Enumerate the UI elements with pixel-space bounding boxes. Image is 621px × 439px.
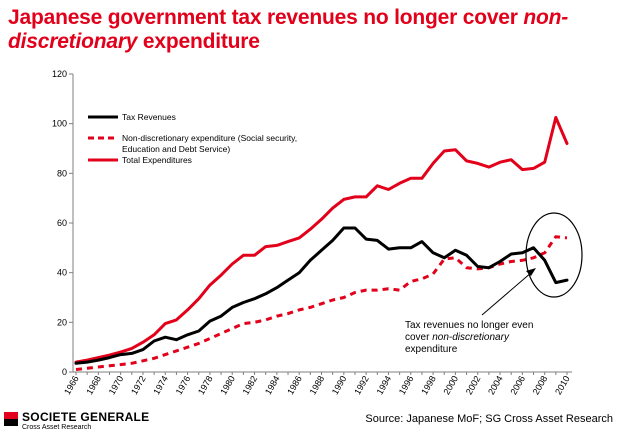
highlight-ellipse [525,212,583,298]
legend-label-2: Total Expenditures [122,155,192,165]
chart-annotation: Tax revenues no longer even cover non-di… [405,320,585,356]
brand-name: SOCIETE GENERALE [22,410,150,424]
x-tick-label: 1972 [129,374,148,396]
x-tick-label: 1968 [84,374,103,396]
x-tick-label: 1996 [397,374,416,396]
x-tick-label: 2008 [531,374,550,396]
x-tick-label: 1970 [107,374,126,396]
chart-legend: Tax Revenues Non-discretionary expenditur… [88,112,297,165]
x-tick-label: 1982 [241,374,260,396]
series-line-2 [74,116,569,364]
annotation-arrow-head-icon [526,268,536,276]
series-line-1 [75,235,568,371]
title-text-italic: non-discretionary [8,6,569,53]
source-note: Source: Japanese MoF; SG Cross Asset Res… [365,413,613,425]
y-tick-label: 120 [52,69,67,79]
x-tick-label: 1980 [218,374,237,396]
title-text-part2: expenditure [137,30,260,53]
x-tick-label: 1976 [174,374,193,396]
x-tick-label: 2010 [553,374,572,396]
title-text-part1: Japanese government tax revenues no long… [8,6,524,29]
x-tick-label: 1984 [263,374,282,396]
x-tick-label: 1966 [62,374,81,396]
annotation-arrow-line [481,271,533,316]
legend-label-0: Tax Revenues [122,112,176,122]
y-tick-label: 80 [57,168,67,178]
x-tick-label: 1986 [285,374,304,396]
x-tick-label: 1998 [419,374,438,396]
chart-series [74,116,569,371]
chart-annotation-overlay [481,212,583,316]
annotation-line-3: expenditure [405,344,458,355]
x-tick-label: 2002 [464,374,483,396]
x-tick-label: 1974 [151,374,170,396]
y-tick-label: 100 [52,119,67,129]
x-tick-label: 2006 [508,374,527,396]
y-tick-label: 40 [57,268,67,278]
y-tick-label: 20 [57,317,67,327]
x-tick-label: 1994 [375,374,394,396]
annotation-line-2-italic: non-discretionary [432,332,509,343]
annotation-line-1: Tax revenues no longer even [405,320,534,331]
x-tick-label: 1990 [330,374,349,396]
annotation-line-2-prefix: cover [405,332,433,343]
x-tick-label: 1992 [352,374,371,396]
brand-mark-icon [4,412,18,426]
brand-subtitle: Cross Asset Research [22,424,92,431]
x-tick-label: 1978 [196,374,215,396]
x-tick-label: 2000 [441,374,460,396]
y-tick-label: 60 [57,218,67,228]
legend-label-1: Education and Debt Service) [122,144,230,154]
y-tick-label: 0 [62,367,67,377]
legend-label-1: Non-discretionary expenditure (Social se… [122,133,297,143]
x-tick-label: 2004 [486,374,505,396]
page-title: Japanese government tax revenues no long… [8,6,613,54]
x-tick-label: 1988 [308,374,327,396]
series-line-0 [74,226,569,365]
annotation-line-2: cover non-discretionary [405,332,585,344]
